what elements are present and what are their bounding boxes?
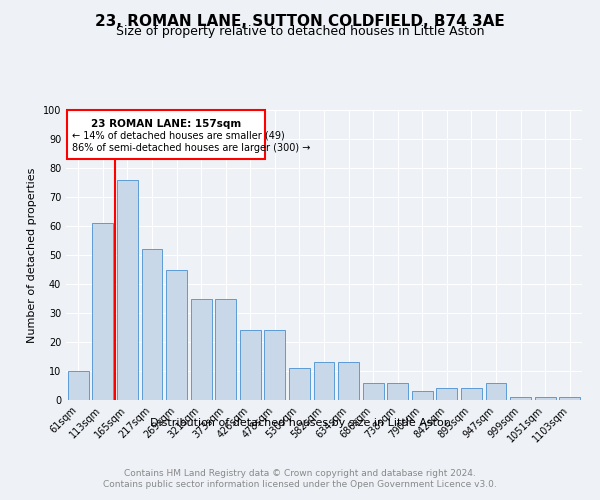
- Text: Distribution of detached houses by size in Little Aston: Distribution of detached houses by size …: [149, 418, 451, 428]
- Text: 86% of semi-detached houses are larger (300) →: 86% of semi-detached houses are larger (…: [72, 144, 311, 154]
- Bar: [289, 368, 310, 400]
- Text: 23 ROMAN LANE: 157sqm: 23 ROMAN LANE: 157sqm: [91, 118, 241, 128]
- Bar: [461, 388, 482, 400]
- Bar: [92, 223, 113, 400]
- Bar: [535, 397, 556, 400]
- Text: ← 14% of detached houses are smaller (49): ← 14% of detached houses are smaller (49…: [72, 130, 285, 140]
- Y-axis label: Number of detached properties: Number of detached properties: [27, 168, 37, 342]
- Bar: [215, 298, 236, 400]
- Bar: [142, 249, 163, 400]
- Text: Size of property relative to detached houses in Little Aston: Size of property relative to detached ho…: [116, 25, 484, 38]
- Bar: [67, 110, 265, 160]
- Bar: [265, 330, 286, 400]
- Bar: [412, 392, 433, 400]
- Bar: [510, 397, 531, 400]
- Bar: [436, 388, 457, 400]
- Bar: [387, 382, 408, 400]
- Bar: [362, 382, 383, 400]
- Bar: [240, 330, 261, 400]
- Bar: [338, 362, 359, 400]
- Bar: [68, 371, 89, 400]
- Text: 23, ROMAN LANE, SUTTON COLDFIELD, B74 3AE: 23, ROMAN LANE, SUTTON COLDFIELD, B74 3A…: [95, 14, 505, 29]
- Bar: [117, 180, 138, 400]
- Text: Contains HM Land Registry data © Crown copyright and database right 2024.: Contains HM Land Registry data © Crown c…: [124, 469, 476, 478]
- Text: Contains public sector information licensed under the Open Government Licence v3: Contains public sector information licen…: [103, 480, 497, 489]
- Bar: [559, 397, 580, 400]
- Bar: [314, 362, 334, 400]
- Bar: [485, 382, 506, 400]
- Bar: [191, 298, 212, 400]
- Bar: [166, 270, 187, 400]
